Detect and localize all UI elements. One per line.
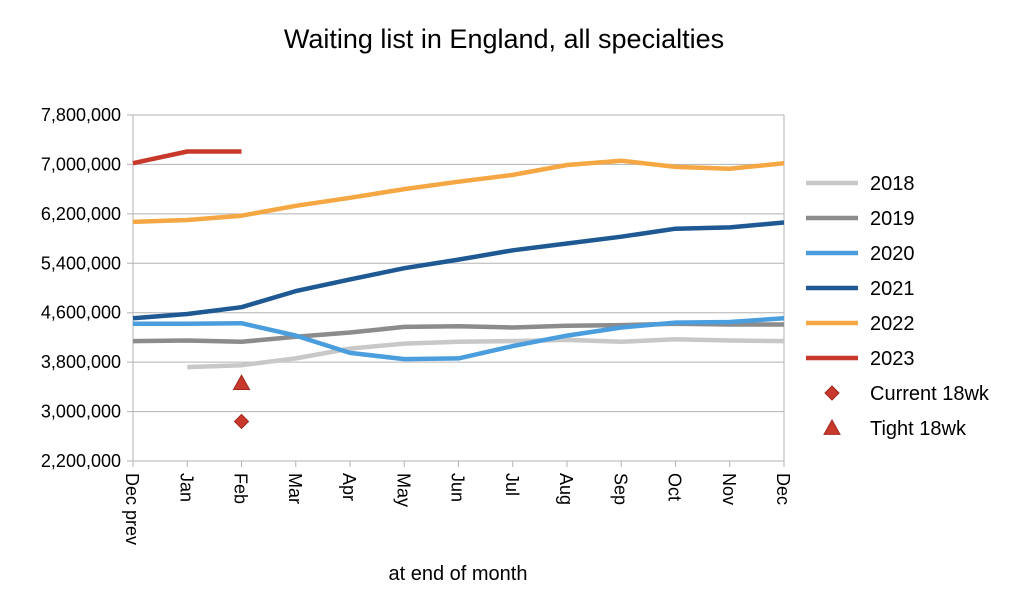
legend-label: Current 18wk — [870, 383, 990, 405]
legend-label: Tight 18wk — [870, 418, 967, 440]
legend-label: 2023 — [870, 348, 915, 370]
y-tick-label: 2,200,000 — [41, 451, 121, 471]
y-tick-label: 3,800,000 — [41, 352, 121, 372]
y-tick-label: 6,200,000 — [41, 204, 121, 224]
x-tick-label: Jul — [502, 473, 522, 496]
marker-current-18wk — [233, 413, 250, 430]
series-line-2021 — [132, 220, 785, 321]
series-line-2022 — [132, 158, 785, 225]
x-tick-label: Mar — [285, 473, 305, 504]
legend-marker-diamond — [824, 385, 840, 401]
x-tick-label: Jun — [448, 473, 468, 502]
legend-label: 2022 — [870, 313, 915, 335]
x-tick-label: Dec — [773, 473, 793, 505]
scatter-markers — [232, 374, 251, 430]
x-tick-label: May — [393, 473, 413, 507]
x-tick-label: Oct — [665, 473, 685, 501]
series-lines — [132, 149, 785, 370]
legend-label: 2021 — [870, 278, 915, 300]
x-tick-label: Dec prev — [122, 473, 142, 545]
x-tick-label: Nov — [719, 473, 739, 505]
series-line-2020 — [133, 316, 785, 362]
legend-label: 2020 — [870, 243, 915, 265]
y-tick-label: 4,600,000 — [41, 303, 121, 323]
y-tick-label: 5,400,000 — [41, 253, 121, 273]
x-tick-label: Jan — [176, 473, 196, 502]
series-line-2023 — [132, 149, 242, 166]
x-axis-tick-labels: Dec prev Jan Feb Mar Apr May Jun Jul Aug Sep Oct No… — [122, 473, 793, 545]
legend-label: 2018 — [870, 173, 915, 195]
series-line-2018 — [187, 337, 785, 370]
chart-title: Waiting list in England, all specialties — [284, 24, 724, 54]
x-tick-label: Feb — [231, 473, 251, 504]
y-axis-tick-labels: 2,200,000 3,000,000 3,800,000 4,600,000 5,40… — [41, 105, 121, 471]
marker-tight-18wk — [232, 374, 251, 391]
legend-label: 2019 — [870, 208, 915, 230]
x-axis-label: at end of month — [389, 563, 528, 585]
legend: 2018 2019 2020 2021 2022 2023 Current 18wk Tigh… — [806, 173, 990, 440]
y-tick-label: 7,000,000 — [41, 154, 121, 174]
y-tick-label: 3,000,000 — [41, 402, 121, 422]
x-tick-label: Apr — [339, 473, 359, 501]
legend-marker-triangle — [823, 418, 841, 435]
y-tick-label: 7,800,000 — [41, 105, 121, 125]
x-tick-label: Aug — [556, 473, 576, 505]
x-tick-label: Sep — [610, 473, 630, 505]
